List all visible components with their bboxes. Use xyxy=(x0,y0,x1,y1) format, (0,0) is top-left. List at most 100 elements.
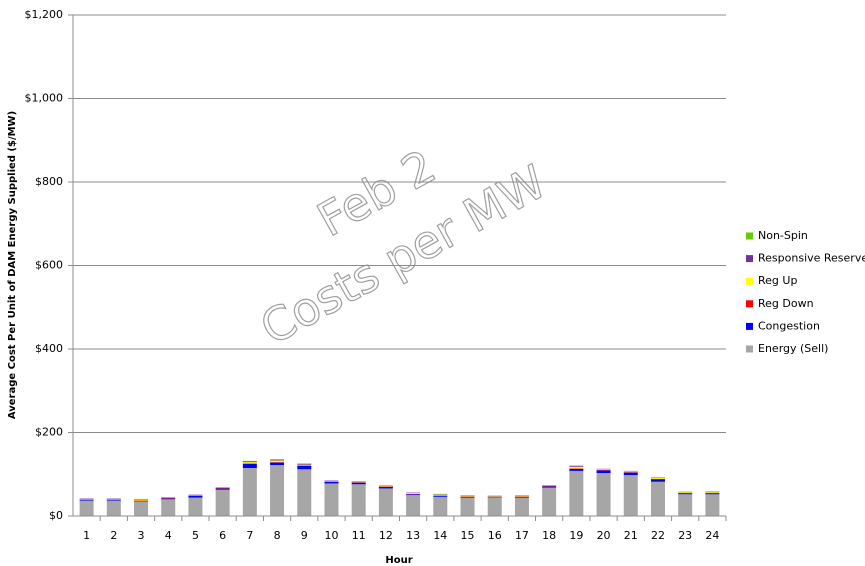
bar-segment xyxy=(596,470,611,473)
bar-segment xyxy=(242,461,257,463)
bar-segment xyxy=(623,471,638,473)
bar-segment xyxy=(487,497,502,516)
bar-segment xyxy=(569,466,584,469)
bar-segment xyxy=(623,472,638,476)
bar-segment xyxy=(106,500,121,516)
bar-segment xyxy=(433,494,448,496)
y-axis-title: Average Cost Per Unit of DAM Energy Supp… xyxy=(7,111,18,419)
bar-segment xyxy=(297,464,312,466)
bar-segment xyxy=(270,465,285,516)
bar-segment xyxy=(569,465,584,467)
x-axis-title: Hour xyxy=(385,555,412,566)
x-tick-label: 24 xyxy=(705,529,719,542)
x-tick-label: 3 xyxy=(138,529,145,542)
legend-marker xyxy=(746,277,753,285)
x-tick-label: 22 xyxy=(651,529,665,542)
bar-segment xyxy=(433,496,448,516)
legend-label: Non-Spin xyxy=(758,229,808,242)
bar-segment xyxy=(623,475,638,516)
x-tick-label: 15 xyxy=(461,529,475,542)
legend-label: Reg Up xyxy=(758,274,797,287)
bar-segment xyxy=(705,492,720,494)
bar-segment xyxy=(351,482,366,485)
x-tick-label: 18 xyxy=(542,529,556,542)
bar-segment xyxy=(705,494,720,516)
bar-segment xyxy=(79,499,94,501)
bar-segment xyxy=(134,501,149,516)
x-tick-label: 23 xyxy=(678,529,692,542)
bar-segment xyxy=(542,487,557,516)
bar-segment xyxy=(297,465,312,470)
x-tick-label: 14 xyxy=(433,529,447,542)
y-tick-label: $400 xyxy=(35,342,63,355)
y-tick-label: $600 xyxy=(35,259,63,272)
legend-label: Reg Down xyxy=(758,297,814,310)
x-tick-label: 19 xyxy=(569,529,583,542)
bar-segment xyxy=(406,495,421,516)
y-tick-label: $1,000 xyxy=(25,92,64,105)
x-tick-label: 16 xyxy=(488,529,502,542)
legend-marker xyxy=(746,300,753,308)
bar-segment xyxy=(215,488,230,490)
bar-segment xyxy=(297,469,312,516)
bar-segment xyxy=(542,486,557,488)
bar-segment xyxy=(324,483,339,516)
x-tick-label: 17 xyxy=(515,529,529,542)
bar-segment xyxy=(242,467,257,516)
bar-segment xyxy=(188,495,203,498)
bar-segment xyxy=(569,470,584,516)
bar-segment xyxy=(242,463,257,468)
bar-segment xyxy=(134,499,149,501)
x-tick-label: 11 xyxy=(352,529,366,542)
x-tick-label: 7 xyxy=(246,529,253,542)
x-tick-label: 6 xyxy=(219,529,226,542)
x-tick-label: 8 xyxy=(274,529,281,542)
bar-segment xyxy=(270,462,285,466)
bar-segment xyxy=(678,494,693,516)
bar-segment xyxy=(514,496,529,498)
bar-segment xyxy=(678,492,693,494)
x-tick-label: 20 xyxy=(597,529,611,542)
bar-segment xyxy=(106,499,121,501)
bar-segment xyxy=(378,488,393,516)
x-tick-label: 13 xyxy=(406,529,420,542)
bar-segment xyxy=(270,459,285,461)
x-tick-label: 1 xyxy=(83,529,90,542)
x-tick-label: 2 xyxy=(110,529,117,542)
bar-segment xyxy=(215,489,230,516)
y-tick-label: $1,200 xyxy=(25,8,64,21)
bar-segment xyxy=(79,500,94,516)
x-tick-label: 21 xyxy=(624,529,638,542)
bar-segment xyxy=(270,460,285,463)
bar-segment xyxy=(650,478,665,479)
bar-segment xyxy=(242,462,257,464)
bar-segment xyxy=(596,472,611,516)
legend-label: Congestion xyxy=(758,319,820,332)
bar-segment xyxy=(297,463,312,465)
bar-segment xyxy=(378,486,393,489)
x-tick-label: 9 xyxy=(301,529,308,542)
bar-segment xyxy=(324,481,339,484)
y-tick-label: $800 xyxy=(35,175,63,188)
bar-segment xyxy=(188,497,203,516)
legend-label: Responsive Reserve xyxy=(758,252,865,265)
bar-segment xyxy=(705,493,720,495)
bar-segment xyxy=(678,493,693,495)
legend-marker xyxy=(746,232,753,240)
bar-segment xyxy=(351,484,366,516)
y-tick-label: $0 xyxy=(49,509,63,522)
y-tick-label: $200 xyxy=(35,426,63,439)
bar-segment xyxy=(514,497,529,516)
bar-segment xyxy=(161,498,176,500)
legend-label: Energy (Sell) xyxy=(758,342,828,355)
bar-segment xyxy=(460,497,475,516)
legend-marker xyxy=(746,345,753,353)
legend-marker xyxy=(746,322,753,330)
bar-segment xyxy=(596,469,611,471)
bar-segment xyxy=(406,494,421,496)
x-tick-label: 4 xyxy=(165,529,172,542)
bar-segment xyxy=(161,499,176,516)
bar-segment xyxy=(433,495,448,497)
bar-segment xyxy=(569,468,584,471)
